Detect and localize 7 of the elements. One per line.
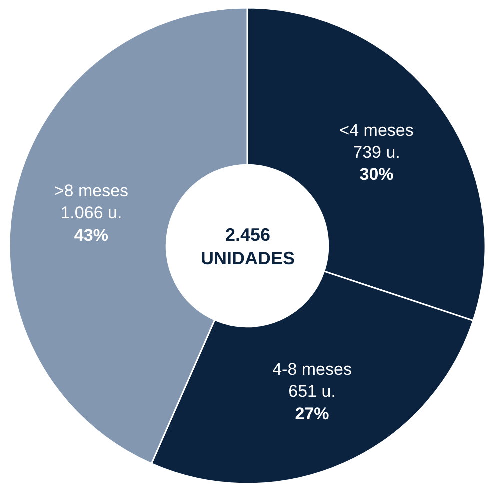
slice-label: <4 meses [340, 121, 414, 140]
text: 2.456 UNIDADES [201, 225, 296, 268]
slice-label: >8 meses [54, 182, 129, 201]
data-label: 739 u. 30% [353, 143, 400, 184]
slice-label: 4-8 meses [272, 360, 352, 380]
data-label: 1.066 u. 43% [60, 204, 122, 245]
data-label: 651 u. 27% [288, 382, 336, 424]
